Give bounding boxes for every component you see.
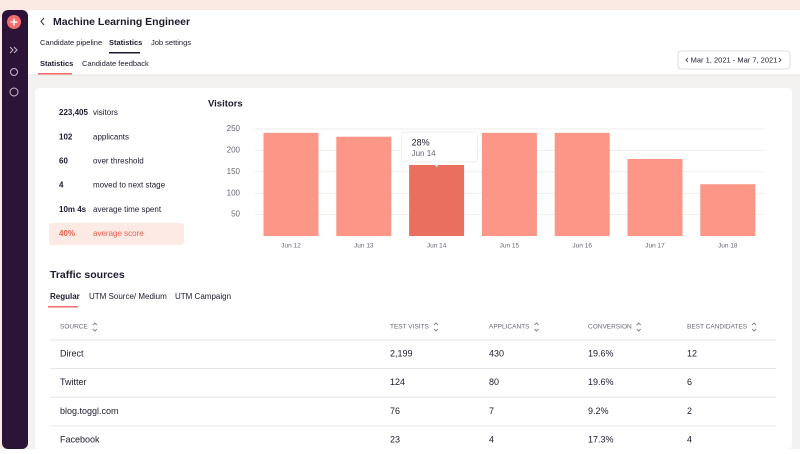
sort-icon[interactable]: [433, 322, 439, 332]
y-tick-label: 150: [227, 167, 241, 176]
traffic-tab[interactable]: UTM Campaign: [175, 292, 231, 301]
traffic-tab[interactable]: Regular: [50, 292, 80, 301]
table-cell: 76: [390, 406, 400, 416]
tab-underline: [109, 52, 140, 54]
stat-value: 60: [59, 157, 68, 166]
column-header[interactable]: APPLICANTS: [489, 324, 530, 331]
stat-value: 10m 4s: [59, 205, 87, 214]
table-cell: 430: [489, 348, 504, 358]
back-button[interactable]: [40, 17, 45, 26]
y-tick-label: 50: [231, 210, 240, 219]
stat-value: 40%: [59, 229, 75, 238]
tooltip-label: Jun 14: [412, 149, 437, 158]
x-tick-label: Jun 14: [427, 243, 447, 250]
stat-label: average score: [93, 229, 144, 238]
x-tick-label: Jun 12: [281, 243, 301, 250]
sort-icon[interactable]: [636, 322, 642, 332]
table-cell: blog.toggl.com: [60, 406, 119, 416]
sort-icon[interactable]: [534, 322, 539, 332]
bar[interactable]: [409, 164, 465, 236]
stat-value: 102: [59, 132, 73, 141]
x-tick-label: Jun 17: [645, 243, 665, 250]
x-tick-label: Jun 13: [354, 243, 374, 250]
table-cell: 23: [390, 434, 400, 444]
table-cell: 19.6%: [588, 377, 614, 387]
bar[interactable]: [700, 184, 756, 236]
stat-label: over threshold: [93, 157, 144, 166]
sub-tab[interactable]: Candidate feedback: [82, 59, 149, 68]
nav-tab[interactable]: Job settings: [151, 38, 191, 47]
expand-icon[interactable]: [9, 46, 18, 54]
tooltip-pointer: [431, 161, 442, 167]
table-cell: 7: [489, 406, 494, 416]
settings-icon[interactable]: [10, 68, 18, 76]
table-cell: 4: [687, 434, 692, 444]
help-icon[interactable]: [9, 87, 19, 97]
column-header[interactable]: TEST VISITS: [390, 324, 430, 331]
bar[interactable]: [627, 158, 683, 236]
sub-tab[interactable]: Statistics: [40, 59, 73, 68]
table-cell: 4: [489, 434, 494, 444]
stat-label: applicants: [93, 132, 129, 141]
traffic-tab[interactable]: UTM Source/ Medium: [89, 292, 167, 301]
stat-label: average time spent: [93, 205, 162, 214]
table-cell: Twitter: [60, 377, 87, 387]
bar[interactable]: [554, 132, 610, 236]
stat-value: 223,405: [59, 108, 88, 117]
x-tick-label: Jun 16: [572, 243, 592, 250]
tooltip-value: 28%: [412, 137, 430, 147]
subtab-underline: [38, 73, 72, 75]
x-tick-label: Jun 18: [718, 243, 738, 250]
header-bg: [28, 10, 800, 75]
table-cell: 124: [390, 377, 405, 387]
table-cell: 2,199: [390, 348, 413, 358]
table-cell: 6: [687, 377, 692, 387]
sort-icon[interactable]: [751, 322, 757, 332]
y-tick-label: 100: [227, 188, 241, 197]
table-cell: 9.2%: [588, 406, 609, 416]
date-picker[interactable]: [677, 50, 791, 70]
column-header[interactable]: BEST CANDIDATES: [687, 324, 748, 331]
nav-tab[interactable]: Candidate pipeline: [40, 38, 102, 47]
table-cell: 12: [687, 348, 697, 358]
date-arrows: [685, 57, 782, 63]
traffic-tab-underline: [48, 306, 78, 308]
plus-icon: [10, 18, 18, 26]
nav-tab[interactable]: Statistics: [109, 38, 142, 47]
bar[interactable]: [336, 136, 392, 236]
bar[interactable]: [481, 132, 537, 236]
page-title: Machine Learning Engineer: [53, 16, 190, 28]
date-range: Mar 1, 2021 - Mar 7, 2021: [691, 55, 778, 64]
chart-title: Visitors: [208, 99, 243, 110]
column-header[interactable]: SOURCE: [60, 324, 88, 331]
sidebar: [2, 10, 28, 449]
x-tick-label: Jun 15: [500, 243, 520, 250]
sort-icon[interactable]: [92, 322, 98, 332]
table-cell: Direct: [60, 348, 84, 358]
table-cell: Facebook: [60, 434, 100, 444]
stat-value: 4: [59, 181, 64, 190]
stat-label: visitors: [93, 108, 118, 117]
table-cell: 2: [687, 406, 692, 416]
section-title: Traffic sources: [50, 269, 125, 281]
bar[interactable]: [263, 132, 319, 236]
table-cell: 17.3%: [588, 434, 614, 444]
column-header[interactable]: CONVERSION: [588, 324, 632, 331]
y-tick-label: 200: [227, 146, 241, 155]
table-cell: 19.6%: [588, 348, 614, 358]
highlight-row: [49, 223, 184, 245]
y-tick-label: 250: [227, 124, 241, 133]
table-cell: 80: [489, 377, 499, 387]
stat-label: moved to next stage: [93, 181, 166, 190]
